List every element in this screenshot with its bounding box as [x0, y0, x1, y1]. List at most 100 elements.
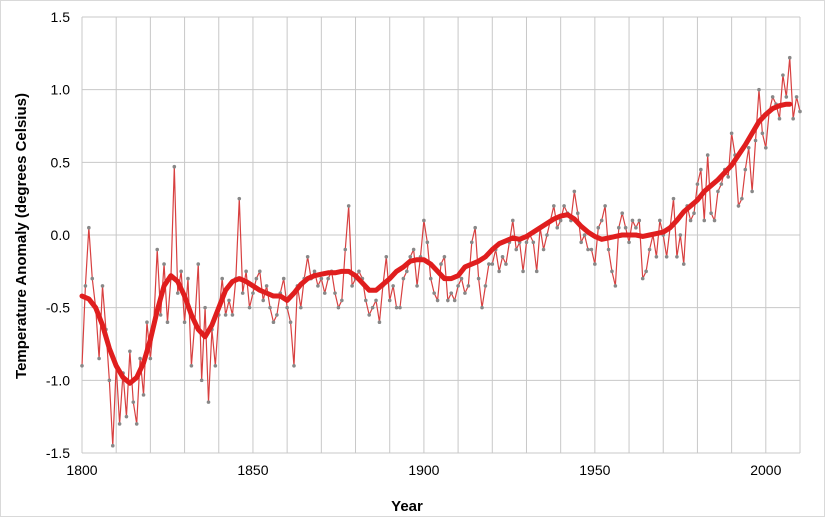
smoothed-trend-line: [79, 101, 793, 386]
annual-point: [384, 254, 389, 259]
annual-point: [791, 116, 795, 121]
annual-point: [630, 218, 635, 223]
annual-point: [654, 254, 659, 259]
annual-point: [787, 55, 792, 60]
annual-point: [155, 247, 160, 252]
annual-point: [87, 225, 91, 230]
y-tick-label: -1.5: [46, 445, 70, 461]
annual-point: [411, 247, 416, 252]
annual-point: [497, 269, 501, 274]
annual-point: [671, 196, 676, 201]
y-tick-label: 0.0: [51, 227, 71, 243]
annual-point: [220, 276, 224, 281]
annual-point: [558, 218, 563, 223]
annual-point: [606, 247, 611, 252]
annual-point: [555, 225, 560, 230]
y-tick-label: -0.5: [46, 300, 70, 316]
annual-point: [545, 233, 549, 237]
annual-point: [781, 73, 785, 77]
annual-point: [346, 204, 351, 208]
annual-point: [719, 182, 724, 186]
annual-point: [292, 364, 296, 368]
annual-point: [476, 276, 481, 281]
annual-point: [620, 211, 625, 215]
annual-point: [405, 269, 409, 274]
annual-point: [572, 189, 577, 194]
annual-point: [589, 247, 594, 252]
series-layer: [79, 55, 802, 448]
annual-point: [326, 276, 330, 281]
annual-point: [750, 189, 754, 194]
annual-point: [128, 349, 132, 354]
annual-point: [469, 240, 474, 245]
annual-point: [736, 204, 741, 208]
annual-point: [138, 356, 142, 361]
annual-point: [124, 414, 129, 419]
x-tick-label: 1900: [408, 462, 439, 478]
annual-point: [408, 254, 413, 259]
annual-point: [753, 138, 758, 143]
annual-point: [504, 262, 508, 266]
annual-point: [117, 422, 122, 426]
annual-point: [107, 378, 112, 383]
annual-point: [688, 218, 693, 223]
axes-layer: -1.5 -1.0 -0.5 0.0 0.5 1.0 1.5 1800 1850 1900 1950…: [46, 9, 782, 478]
annual-point: [398, 305, 402, 310]
annual-point: [442, 254, 447, 259]
annual-point: [586, 247, 590, 252]
annual-point: [425, 240, 430, 245]
annual-point: [367, 313, 372, 317]
annual-point: [162, 262, 166, 266]
annual-point: [702, 218, 707, 223]
annual-point: [637, 218, 642, 223]
annual-point: [712, 218, 717, 223]
annual-point: [186, 276, 190, 281]
annual-point: [487, 262, 491, 266]
annual-point: [593, 262, 597, 266]
annual-point: [268, 305, 272, 310]
annual-point: [288, 320, 293, 325]
annual-point: [579, 240, 583, 245]
annual-point: [203, 305, 207, 310]
x-tick-label: 2000: [750, 462, 781, 478]
annual-point: [305, 254, 310, 259]
annual-point: [466, 284, 471, 288]
annual-point: [432, 291, 436, 295]
annual-point: [439, 262, 443, 266]
annual-point: [350, 284, 354, 288]
annual-point: [285, 305, 289, 310]
annual-point: [524, 240, 529, 245]
annual-point: [110, 443, 115, 448]
annual-point: [134, 422, 139, 426]
annual-point: [141, 393, 146, 397]
annual-point: [377, 320, 382, 325]
annual-point: [490, 262, 495, 266]
annual-point: [699, 167, 703, 172]
annual-point: [223, 313, 228, 317]
annual-point: [463, 291, 467, 295]
annual-point: [514, 247, 519, 252]
annual-point: [459, 276, 464, 281]
annual-point: [743, 167, 748, 172]
annual-point: [770, 95, 775, 99]
annual-point: [257, 269, 262, 274]
annual-point: [196, 262, 201, 266]
annual-point: [794, 95, 799, 99]
annual-point: [480, 305, 484, 310]
annual-point: [726, 175, 730, 179]
annual-point: [237, 196, 242, 201]
annual-point: [521, 269, 525, 274]
annual-point: [534, 269, 539, 274]
x-axis-title: Year: [391, 498, 423, 515]
annual-point: [322, 291, 327, 295]
annual-point: [777, 116, 782, 121]
annual-point: [449, 291, 454, 295]
annual-point: [343, 247, 348, 252]
annual-point: [623, 225, 628, 230]
annual-point: [213, 364, 218, 368]
annual-point: [394, 305, 399, 310]
annual-point: [428, 276, 433, 281]
annual-point: [172, 164, 177, 169]
annual-point: [281, 276, 286, 281]
annual-point: [199, 378, 204, 383]
